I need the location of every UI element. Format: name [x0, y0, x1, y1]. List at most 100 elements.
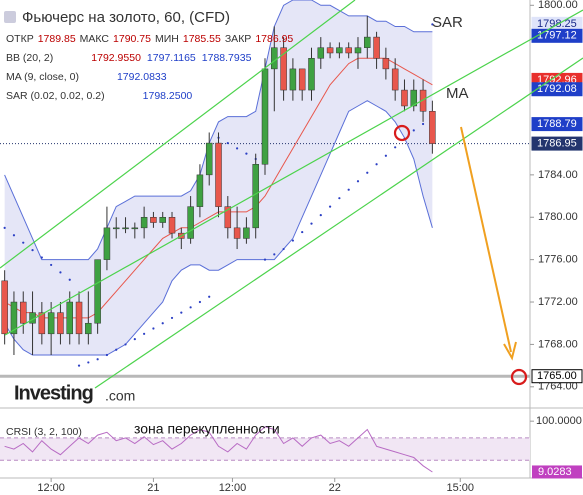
arrow-head	[503, 341, 517, 361]
sar-dot	[143, 332, 146, 335]
annotation: MA	[446, 85, 469, 102]
candle-body	[261, 68, 269, 165]
candle-body	[38, 312, 46, 335]
candle-body	[150, 216, 157, 223]
price-label: 1798.25	[537, 18, 577, 30]
x-tick-label: 21	[147, 482, 159, 494]
price-label-box	[531, 82, 583, 97]
annotation: SAR	[432, 14, 463, 31]
indicator-line	[4, 0, 433, 261]
legend-text: ОТКР	[6, 33, 34, 45]
sar-dot	[208, 295, 211, 298]
sar-dot	[59, 271, 62, 274]
candle-body	[75, 301, 83, 335]
sar-dot	[366, 171, 369, 174]
y-tick-label: 1768.00	[538, 338, 578, 350]
candle-body	[233, 227, 241, 239]
candle-body	[289, 68, 297, 91]
y-tick-label: 1780.00	[538, 211, 578, 223]
y-tick-label: 1800.00	[538, 0, 578, 11]
candle-body	[298, 68, 306, 91]
sar-dot	[68, 278, 71, 281]
legend-text: 1790.75	[113, 33, 151, 45]
legend-text: 1788.7935	[202, 52, 252, 64]
sar-dot	[226, 141, 229, 145]
price-label: 1788.79	[537, 118, 577, 130]
sar-dot	[180, 311, 183, 314]
candle-body	[271, 47, 278, 70]
price-label-box	[532, 465, 582, 479]
sar-dot	[3, 226, 6, 229]
sar-dot	[310, 222, 313, 225]
sar-dot	[394, 146, 397, 149]
sar-dot	[152, 327, 155, 330]
legend-text: 1798.2500	[143, 90, 193, 102]
sar-dot	[170, 316, 174, 320]
candle-body	[336, 47, 343, 54]
legend-text: МИН	[155, 33, 179, 45]
candle-body	[94, 259, 101, 324]
sar-dot	[412, 129, 415, 132]
price-label: 1786.95	[537, 138, 577, 150]
sar-dot	[301, 230, 304, 234]
candle-body	[122, 227, 129, 230]
candle-body	[429, 111, 436, 144]
chart-title: Фьючерс на золото, 60, (CFD)	[22, 9, 230, 26]
candle-body	[401, 89, 408, 107]
sar-dot	[189, 306, 192, 309]
panel-label: CRSI (3, 2, 100)	[6, 426, 82, 438]
candle-body	[168, 216, 176, 234]
candle-body	[215, 142, 222, 207]
sar-dot	[431, 23, 434, 26]
candle-body	[410, 89, 418, 107]
candle-body	[354, 47, 362, 54]
candle-body	[364, 36, 371, 48]
legend-text: MA (9, close, 0)	[6, 71, 79, 83]
y-tick-label: 1784.00	[538, 169, 578, 181]
candle-body	[308, 58, 315, 91]
sar-dot	[356, 180, 360, 183]
sar-dot	[291, 239, 294, 242]
candle-body	[280, 47, 287, 91]
price-label: 1765.00	[537, 370, 577, 382]
candle-body	[373, 36, 380, 59]
candle-body	[66, 301, 73, 335]
annotation: зона перекупленности	[134, 421, 280, 437]
x-tick-label: 22	[329, 482, 341, 494]
channel-line	[0, 0, 356, 269]
watermark: .com	[105, 388, 135, 404]
candle-body	[47, 312, 55, 335]
legend-text: 1792.9550	[91, 52, 141, 64]
marker-circle	[510, 368, 528, 386]
sar-dot	[161, 322, 164, 325]
candle-body	[103, 227, 111, 260]
sar-dot	[421, 122, 425, 126]
sar-dot	[105, 353, 109, 357]
legend-text: 1789.85	[38, 33, 76, 45]
legend-text: ЗАКР	[225, 33, 251, 45]
watermark: Investing	[14, 382, 93, 404]
sar-dot	[133, 338, 136, 341]
candle-body	[224, 206, 232, 229]
sar-dot	[50, 263, 53, 267]
sar-dot	[40, 256, 43, 259]
sar-dot	[198, 300, 202, 304]
arrow	[460, 126, 512, 353]
candle-body	[252, 164, 259, 229]
candle-body	[159, 216, 166, 223]
candle-body	[419, 89, 427, 112]
icon[interactable]	[4, 11, 16, 23]
candle-body	[205, 142, 213, 176]
candle-body	[57, 312, 64, 335]
candle-body	[131, 227, 139, 230]
candle-body	[196, 174, 204, 207]
sar-dot	[22, 241, 25, 244]
price-label: 9.0283	[538, 466, 572, 478]
sar-dot	[245, 152, 248, 155]
sar-dot	[375, 163, 378, 166]
candle-body	[85, 322, 92, 335]
y-tick-label: 1764.00	[538, 381, 578, 393]
sar-dot	[124, 343, 127, 346]
candle-body	[391, 68, 399, 91]
